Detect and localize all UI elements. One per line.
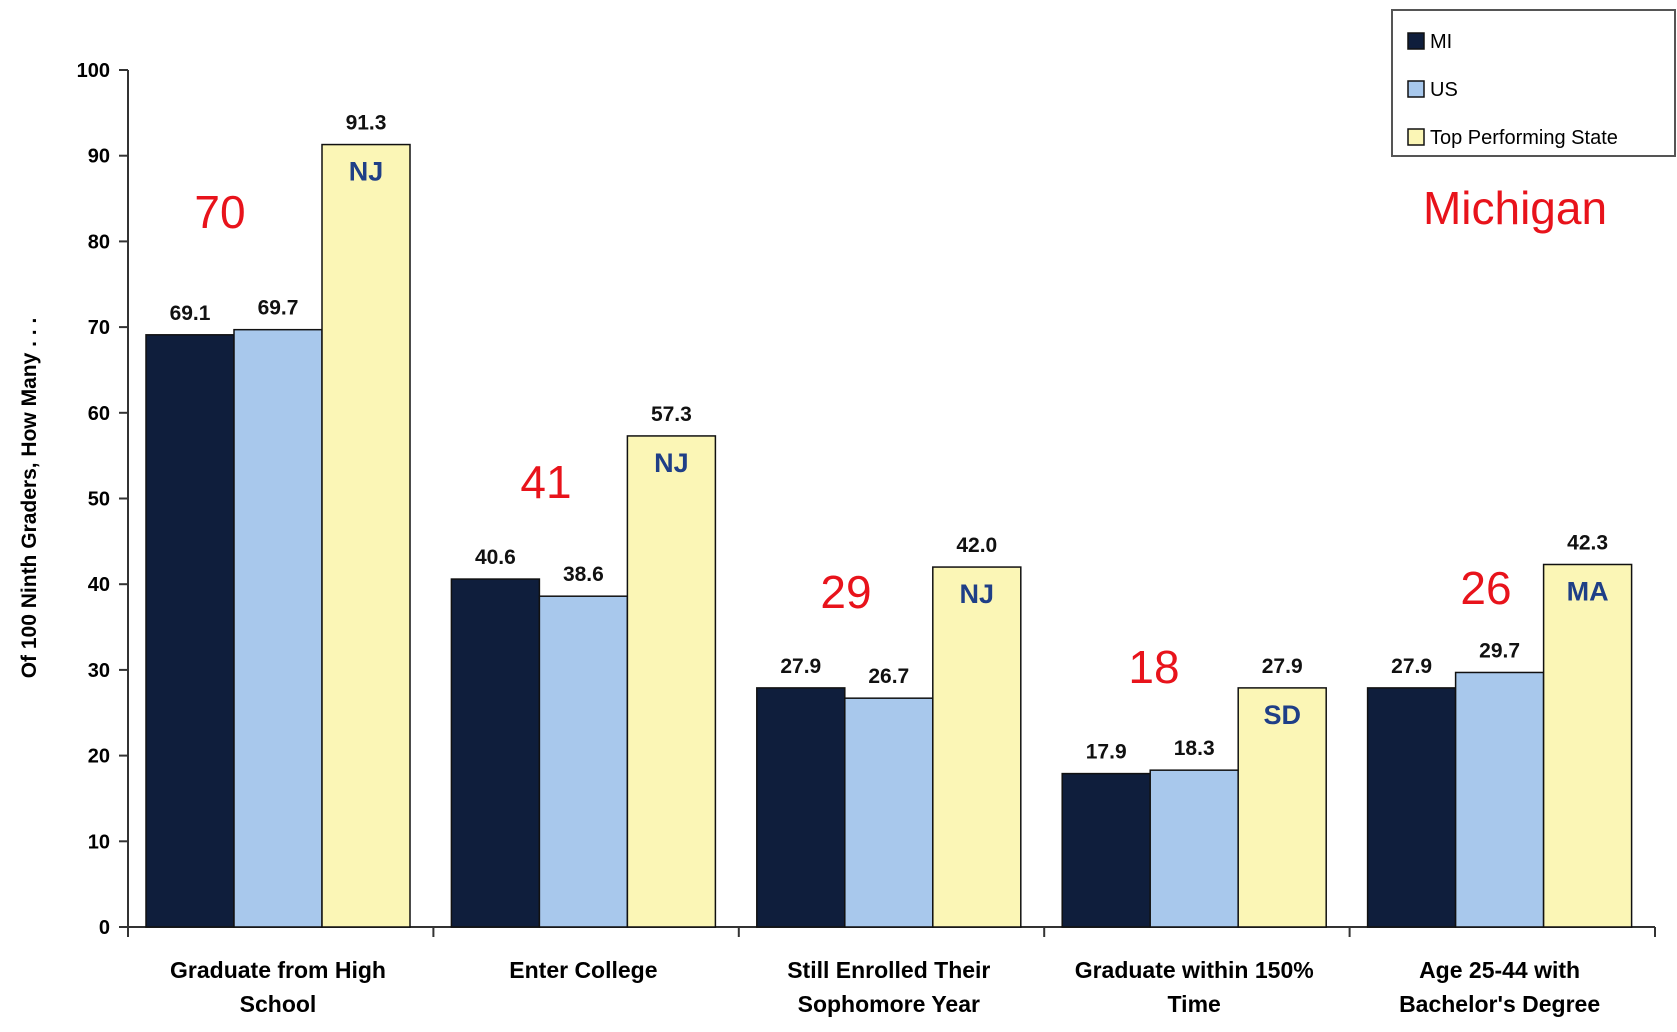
bar-us	[538, 595, 629, 928]
data-label: 69.1	[170, 302, 211, 325]
bar-mi	[145, 334, 235, 928]
y-tick-label: 90	[88, 146, 110, 168]
data-label: 27.9	[780, 655, 821, 678]
bar-top-performing-state	[626, 435, 717, 928]
top-state-label: SD	[1263, 700, 1301, 730]
data-label: 18.3	[1174, 737, 1215, 760]
x-tick-label: Graduate within 150% Time	[1075, 957, 1314, 1017]
bars	[145, 143, 1633, 928]
top-state-label: MA	[1567, 576, 1609, 606]
y-tick-label: 10	[88, 831, 110, 853]
legend-label: US	[1430, 79, 1458, 101]
x-tick-label: Still Enrolled Their Sophomore Year	[787, 957, 990, 1017]
data-label: 69.7	[258, 297, 299, 320]
bar-top-performing-state	[932, 566, 1022, 928]
annotation-label: 70	[194, 186, 245, 238]
data-label: 91.3	[346, 112, 387, 135]
legend-swatch	[1407, 128, 1425, 146]
data-label: 40.6	[475, 546, 516, 569]
y-tick-label: 100	[77, 60, 110, 82]
y-tick-label: 80	[88, 231, 110, 253]
data-labels: 69.1 40.6 27.9 17.9 27.9 69.7 38.6 26.7 18.3 29.7…	[170, 112, 1609, 764]
bar-us	[1454, 671, 1545, 928]
legend: MI US Top Performing State	[1391, 9, 1676, 157]
data-label: 27.9	[1262, 655, 1303, 678]
data-label: 42.0	[956, 534, 997, 557]
top-state-label: NJ	[654, 448, 689, 478]
x-tick-label: Enter College	[509, 957, 657, 983]
x-tick-label: Age 25-44 with Bachelor's Degree	[1399, 957, 1600, 1017]
data-label: 29.7	[1479, 639, 1520, 662]
axes: 0 10 20 30 40 50 60 70 80 90 100 Of 100 Ninth Grade…	[18, 60, 1656, 1017]
data-label: 17.9	[1086, 741, 1127, 764]
region-label: Michigan	[1423, 182, 1607, 234]
legend-label: Top Performing State	[1430, 127, 1618, 149]
legend-swatch	[1407, 32, 1425, 50]
bar-mi	[1061, 772, 1151, 928]
annotation-label: 41	[520, 456, 571, 508]
y-axis-label: Of 100 Ninth Graders, How Many . . .	[18, 318, 41, 679]
bar-top-performing-state	[1542, 563, 1633, 928]
bar-top-performing-state	[1237, 687, 1327, 928]
legend-swatch	[1407, 80, 1425, 98]
y-tick-label: 70	[88, 317, 110, 339]
top-state-label: NJ	[960, 579, 995, 609]
bar-top-performing-state	[321, 143, 411, 928]
top-state-label: NJ	[349, 157, 384, 187]
legend-label: MI	[1430, 31, 1452, 53]
y-tick-label: 60	[88, 403, 110, 425]
bar-mi	[1366, 687, 1457, 928]
data-label: 42.3	[1567, 531, 1608, 554]
y-tick-label: 20	[88, 746, 110, 768]
data-label: 26.7	[868, 665, 909, 688]
bar-us	[233, 328, 323, 928]
y-tick-label: 30	[88, 660, 110, 682]
bar-us	[1149, 769, 1239, 928]
y-tick-label: 40	[88, 574, 110, 596]
bar-us	[844, 697, 934, 928]
x-tick-label: Graduate from High School	[170, 957, 386, 1017]
y-tick-label: 0	[99, 917, 110, 939]
data-label: 27.9	[1391, 655, 1432, 678]
bar-mi	[450, 578, 541, 928]
data-label: 57.3	[651, 403, 692, 426]
data-label: 38.6	[563, 563, 604, 586]
bar-mi	[756, 687, 846, 928]
annotation-label: 18	[1128, 641, 1179, 693]
y-tick-label: 50	[88, 489, 110, 511]
annotation-label: 26	[1460, 562, 1511, 614]
legend-box	[1391, 9, 1676, 157]
annotation-label: 29	[820, 566, 871, 618]
